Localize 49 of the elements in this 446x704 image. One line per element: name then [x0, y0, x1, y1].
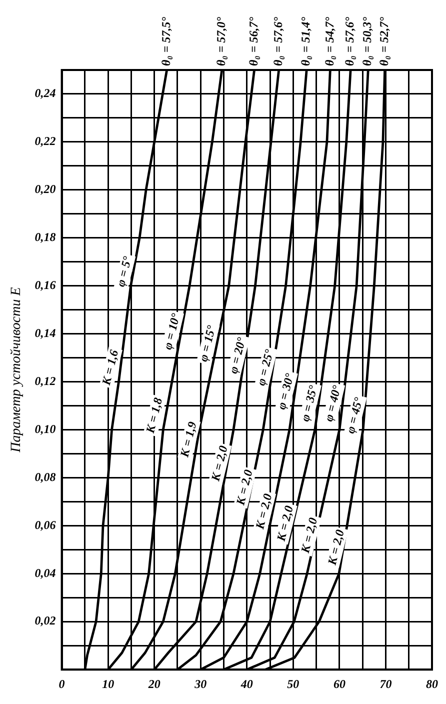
annotation: φ = 30°	[274, 372, 297, 411]
x-tick-label: 40	[240, 676, 253, 691]
y-tick-label: 0,06	[34, 518, 56, 532]
annotation: K = 1,9	[176, 420, 200, 460]
x-tick-label: 60	[333, 676, 346, 691]
x-tick-label: 50	[287, 676, 300, 691]
annotation: θ₀ = 54,7°	[322, 16, 336, 66]
y-tick-label: 0,12	[34, 374, 56, 388]
y-tick-label: 0,02	[34, 614, 56, 628]
annotation: φ = 5°	[113, 254, 134, 288]
y-tick-label: 0,16	[34, 278, 56, 292]
annotation: φ = 25°	[254, 348, 276, 387]
y-tick-label: 0,20	[34, 182, 56, 196]
annotation: θ₀ = 57,5°	[158, 16, 173, 66]
annotation: θ₀ = 52,7°	[376, 16, 391, 66]
annotation: φ = 45°	[343, 396, 366, 435]
annotation: φ = 40°	[321, 384, 344, 423]
x-tick-label: 70	[380, 676, 392, 691]
x-tick-label: 10	[102, 676, 114, 691]
annotation: θ₀ = 57,6°	[342, 16, 357, 66]
annotation: K = 2,0	[232, 468, 256, 508]
annotation: K = 2,0	[274, 504, 296, 544]
annotation: K = 2,0	[252, 492, 275, 532]
annotation: K = 1,8	[142, 396, 166, 436]
x-tick-label: 80	[426, 676, 438, 691]
annotation: K = 2,0	[208, 444, 230, 484]
annotation: θ₀ = 57,0°	[214, 16, 228, 66]
annotation: θ₀ = 51,4°	[298, 16, 313, 66]
annotation: φ = 35°	[298, 384, 320, 423]
annotation: K = 1,6	[98, 348, 122, 388]
y-tick-label: 0,22	[34, 134, 56, 148]
annotation: φ = 15°	[196, 324, 218, 363]
y-tick-label: 0,04	[34, 566, 56, 580]
annotation: φ = 20°	[226, 336, 248, 375]
annotation: θ₀ = 50,3°	[360, 16, 374, 66]
x-tick-label: 30	[194, 676, 207, 691]
y-tick-label: 0,08	[34, 470, 56, 484]
annotation: φ = 10°	[160, 312, 183, 351]
annotation: K = 2,0	[298, 516, 320, 556]
annotation: K = 2,0	[324, 528, 347, 568]
x-tick-label: 0	[58, 676, 65, 691]
annotation: θ₀ = 57,6°	[270, 16, 285, 66]
y-tick-label: 0,18	[34, 230, 56, 244]
y-axis-title: Параметр устойчивости E	[9, 286, 24, 454]
y-tick-label: 0,14	[34, 326, 56, 340]
annotation: θ₀ = 56,7°	[246, 16, 260, 66]
y-tick-label: 0,24	[34, 86, 56, 100]
x-tick-label: 20	[147, 676, 160, 691]
y-tick-label: 0,10	[34, 422, 56, 436]
